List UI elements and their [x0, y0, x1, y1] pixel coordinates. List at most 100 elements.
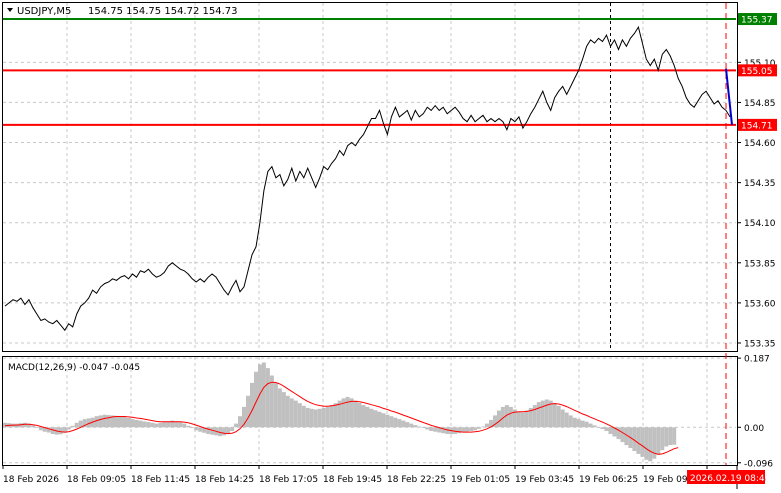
x-tick-label: 19 Feb 03:45	[515, 475, 574, 485]
price-level-label: 154.71	[741, 121, 773, 131]
x-tick-label: 18 Feb 14:25	[195, 475, 254, 485]
macd-bar	[26, 423, 31, 428]
macd-bar	[222, 427, 227, 436]
macd-bar	[178, 422, 183, 428]
macd-bar	[425, 427, 430, 430]
macd-bar	[477, 427, 481, 429]
macd-bar	[289, 398, 294, 428]
macd-bar	[297, 403, 302, 428]
macd-pane-frame	[2, 356, 738, 466]
macd-bar	[580, 420, 585, 428]
x-tick-label: 19 Feb 01:05	[451, 475, 510, 485]
y-tick-label: 0.00	[744, 424, 764, 434]
macd-bar	[329, 405, 334, 428]
macd-bar	[122, 416, 127, 428]
x-tick-label: 18 Feb 19:45	[323, 475, 382, 485]
macd-bar	[182, 423, 187, 428]
macd-bar	[413, 425, 418, 428]
macd-bar	[110, 415, 115, 428]
macd-bar	[114, 415, 119, 428]
macd-bar	[497, 410, 501, 428]
macd-bar	[548, 400, 553, 428]
macd-bar	[656, 427, 661, 455]
macd-bar	[401, 420, 406, 428]
macd-bar	[321, 408, 326, 428]
macd-bar	[261, 362, 266, 428]
macd-signal-line	[4, 381, 679, 455]
time-marker-tag	[687, 470, 766, 484]
macd-bar	[146, 422, 151, 428]
macd-bar	[636, 427, 641, 454]
macd-bar	[616, 427, 621, 440]
macd-bar	[190, 427, 195, 428]
symbol-label: USDJPY,M5	[17, 6, 71, 17]
ohlc-label: 154.75 154.75 154.72 154.73	[88, 6, 238, 17]
price-level-label: 155.05	[741, 67, 773, 77]
macd-bar	[532, 405, 537, 428]
macd-bar	[349, 398, 354, 428]
y-tick-label: 153.85	[744, 259, 776, 269]
macd-bar	[18, 423, 23, 428]
x-tick-label: 18 Feb 22:25	[387, 475, 446, 485]
price-level-label: 155.37	[741, 16, 773, 26]
macd-bar	[62, 427, 67, 433]
macd-bar	[437, 427, 442, 433]
macd-bar	[345, 396, 350, 428]
y-tick-label: 155.10	[744, 59, 776, 69]
macd-bar	[544, 399, 549, 428]
macd-bar	[405, 422, 410, 428]
macd-bar	[353, 400, 358, 428]
macd-bar	[564, 412, 569, 428]
macd-bar	[377, 411, 382, 428]
x-tick-label: 18 Feb 2026	[3, 475, 59, 485]
price-line	[4, 25, 731, 332]
macd-bar	[604, 427, 609, 431]
macd-bar	[512, 409, 517, 428]
macd-bar	[70, 425, 75, 428]
macd-bar	[576, 419, 581, 428]
macd-bar	[508, 406, 513, 428]
macd-bar	[341, 398, 346, 428]
macd-bar	[417, 426, 422, 428]
macd-bar	[365, 406, 370, 428]
macd-bar	[672, 427, 677, 445]
macd-bar	[186, 425, 191, 428]
macd-bar	[202, 427, 207, 433]
macd-bar	[166, 421, 171, 428]
y-tick-label: 154.85	[744, 99, 776, 109]
macd-bar	[433, 427, 438, 432]
y-tick-label: 154.60	[744, 139, 776, 149]
macd-bar	[142, 421, 147, 428]
macd-bar	[254, 371, 258, 428]
macd-bar	[174, 421, 179, 428]
macd-bar	[273, 382, 278, 428]
macd-bar	[78, 420, 83, 428]
macd-bar	[22, 422, 27, 428]
macd-bar	[473, 427, 478, 431]
macd-bar	[536, 402, 541, 428]
macd-bar	[441, 427, 446, 434]
macd-bar	[485, 423, 489, 428]
y-tick-label: 154.35	[744, 179, 776, 189]
macd-bar	[461, 427, 466, 433]
trend-line[interactable]	[725, 68, 733, 125]
macd-bar	[134, 419, 139, 428]
macd-bar	[98, 415, 103, 428]
macd-bar	[42, 427, 47, 432]
macd-bar	[556, 405, 561, 428]
y-tick-label: 153.35	[744, 339, 776, 349]
macd-bar	[409, 423, 414, 428]
macd-bar	[269, 375, 274, 428]
macd-bar	[130, 419, 135, 428]
macd-bar	[309, 408, 314, 428]
price-level-tag	[738, 118, 777, 131]
triangle-down-icon[interactable]	[7, 8, 13, 12]
macd-bar	[624, 427, 629, 446]
macd-bar	[644, 427, 649, 460]
x-tick-label: 19 Feb 09:05	[643, 475, 702, 485]
macd-bar	[592, 425, 597, 428]
macd-bar	[540, 400, 545, 428]
macd-bar	[652, 427, 657, 459]
